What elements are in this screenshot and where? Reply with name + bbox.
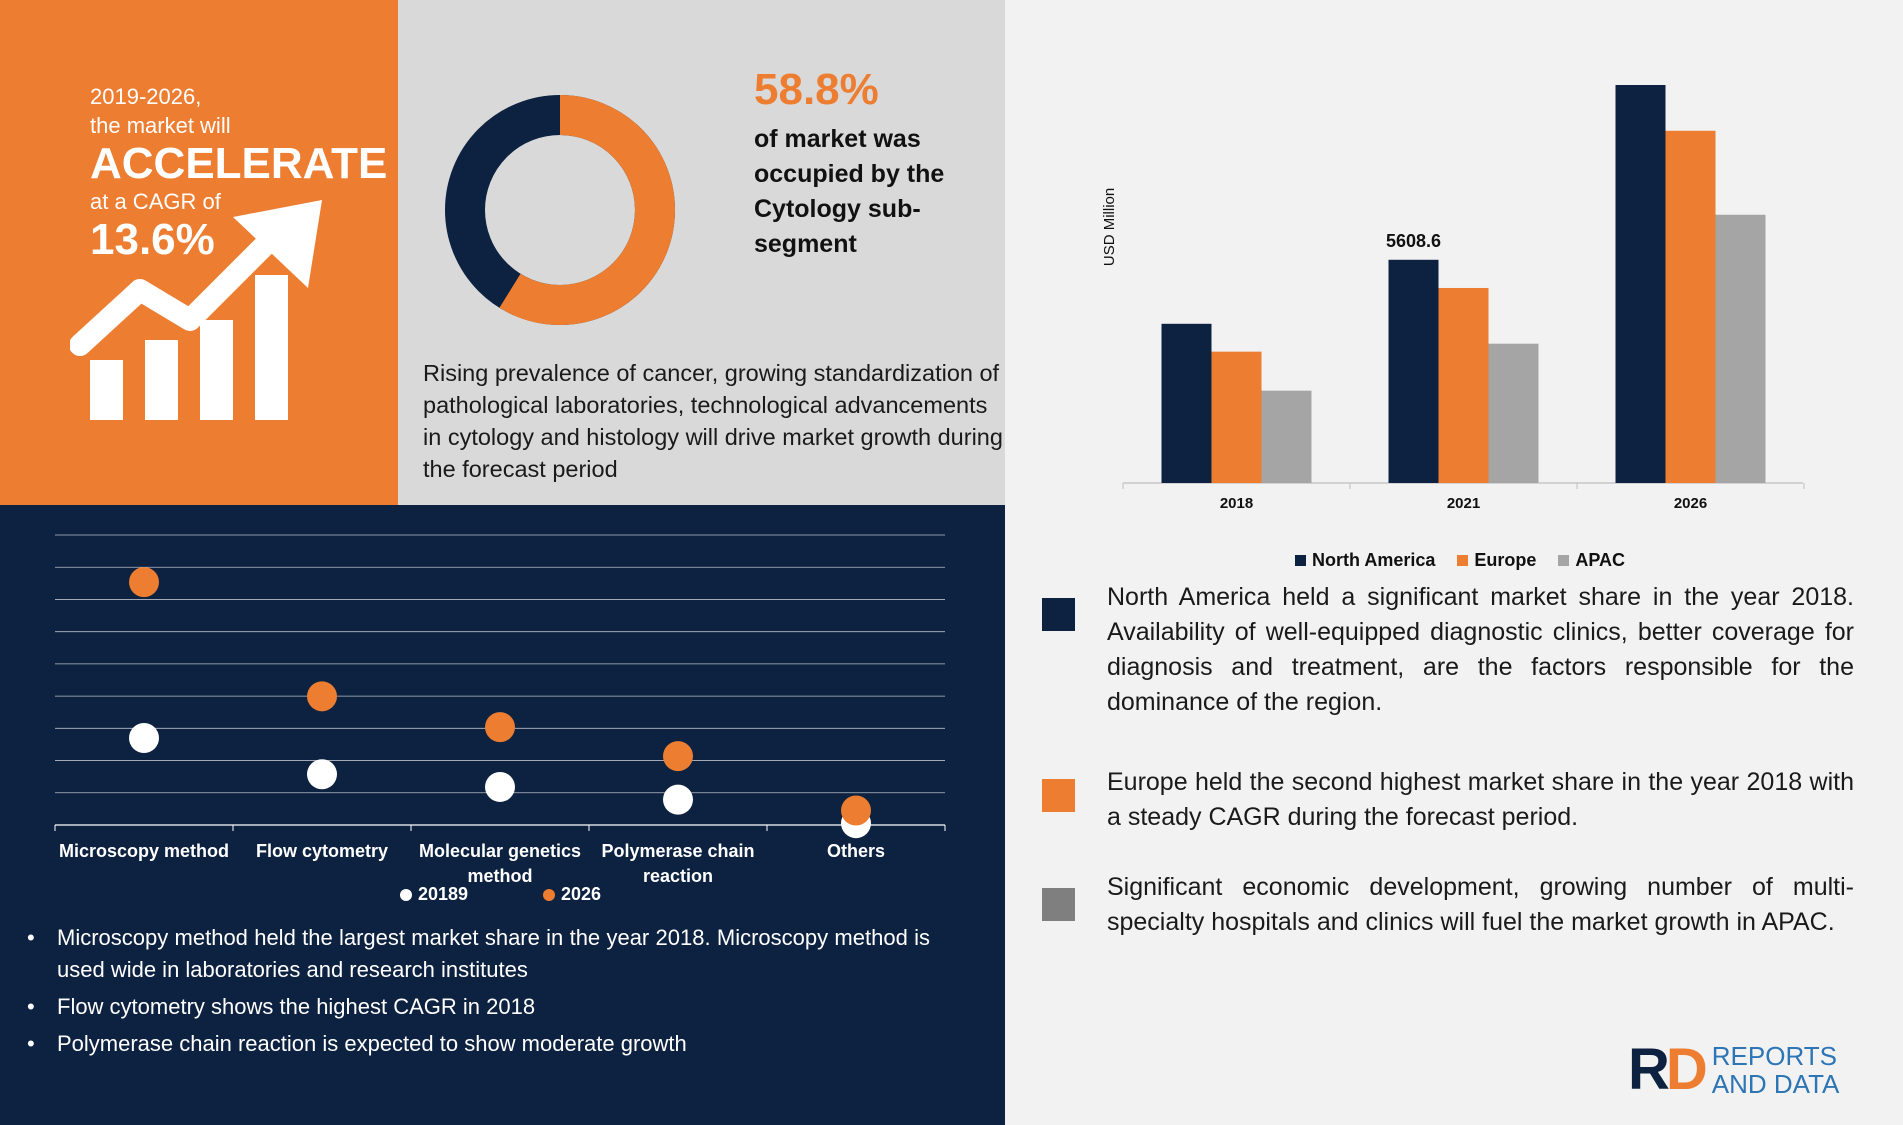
legend-2018-swatch	[400, 888, 412, 901]
logo-wordmark: REPORTS AND DATA	[1712, 1042, 1840, 1098]
region-north-america-text: North America held a significant market …	[1107, 583, 1854, 716]
logo-mark: RD	[1628, 1041, 1708, 1099]
x-tick-label: 2026	[1674, 495, 1707, 512]
legend-2018-label: 20189	[418, 884, 469, 904]
region-apac: Significant economic development, growin…	[1042, 870, 1854, 940]
legend-2026: 2026	[543, 884, 601, 905]
bar-chart-legend: North America Europe APAC	[1295, 550, 1625, 571]
x-tick-label: Molecular genetics method	[419, 841, 581, 886]
logo-letter-d: D	[1665, 1037, 1708, 1102]
point-2018	[129, 723, 159, 753]
legend-swatch	[1457, 555, 1469, 566]
data-label: 5608.6	[1386, 231, 1441, 251]
cagr-value: 13.6%	[90, 215, 215, 264]
legend-label: APAC	[1575, 550, 1626, 570]
point-2018	[663, 784, 693, 815]
cagr-headline: ACCELERATE	[90, 139, 388, 188]
point-2026	[485, 712, 515, 743]
y-axis-title: USD Million	[1101, 188, 1118, 266]
bullet-item: Flow cytometry shows the highest CAGR in…	[25, 991, 930, 1023]
bar-apac	[1488, 343, 1539, 483]
growth-drivers-text: Rising prevalence of cancer, growing sta…	[423, 360, 1003, 482]
bar-north-america	[1615, 85, 1666, 483]
donut-cytology-segment	[445, 95, 675, 325]
logo-line-2: AND DATA	[1711, 1069, 1840, 1099]
point-2018	[485, 771, 515, 802]
legend-north-america: North America	[1295, 550, 1435, 571]
growth-chart-icon	[70, 200, 322, 420]
region-apac-swatch	[1042, 888, 1075, 921]
legend-2018: 20189	[400, 884, 468, 905]
logo-letter-r: R	[1628, 1037, 1670, 1102]
legend-apac: APAC	[1558, 550, 1625, 571]
cagr-intro: the market will	[90, 113, 231, 138]
regional-panel	[1005, 0, 1903, 1125]
legend-swatch	[1295, 555, 1306, 566]
region-apac-text: Significant economic development, growin…	[1107, 873, 1854, 936]
bar-europe	[1665, 130, 1716, 483]
x-tick-label: 2018	[1220, 495, 1253, 512]
bar-north-america	[1388, 259, 1439, 483]
regional-bar-chart: USD Million 2018 2021 2026 5608.6	[1101, 85, 1805, 512]
legend-swatch	[1558, 555, 1570, 566]
point-2026	[663, 741, 693, 772]
reports-and-data-logo: RD REPORTS AND DATA	[1628, 1041, 1840, 1099]
point-2026	[129, 567, 159, 598]
cagr-panel: 2019-2026, the market will ACCELERATE at…	[0, 0, 398, 505]
logo-line-1: REPORTS	[1711, 1041, 1837, 1071]
legend-2026-swatch	[543, 888, 555, 901]
region-north-america-swatch	[1042, 598, 1075, 631]
bar-apac	[1715, 214, 1766, 484]
bar-north-america	[1161, 323, 1212, 483]
region-europe-text: Europe held the second highest market sh…	[1107, 768, 1854, 831]
region-europe-swatch	[1042, 779, 1075, 812]
methods-scatter-chart: Microscopy method Flow cytometry Molecular…	[54, 534, 946, 886]
legend-label: Europe	[1474, 550, 1537, 570]
point-2026	[841, 795, 871, 826]
bullet-item: Microscopy method held the largest marke…	[25, 922, 930, 986]
bar-europe	[1211, 351, 1262, 483]
region-europe: Europe held the second highest market sh…	[1042, 765, 1854, 835]
legend-2026-label: 2026	[561, 884, 602, 904]
legend-label: North America	[1312, 550, 1436, 570]
bullet-item: Polymerase chain reaction is expected to…	[25, 1028, 930, 1060]
x-tick-label: Others	[827, 841, 885, 861]
cytology-share-percent: 58.8%	[754, 65, 879, 114]
methods-bullet-list: Microscopy method held the largest marke…	[25, 922, 930, 1065]
x-tick-label: Microscopy method	[59, 841, 229, 861]
legend-europe: Europe	[1457, 550, 1536, 571]
bar-europe	[1438, 287, 1489, 483]
x-tick-label: Flow cytometry	[256, 841, 388, 861]
point-2026	[307, 681, 337, 712]
region-north-america: North America held a significant market …	[1042, 580, 1854, 720]
cagr-label: at a CAGR of	[90, 189, 221, 214]
cagr-period: 2019-2026,	[90, 84, 202, 109]
x-tick-label: 2021	[1447, 495, 1480, 512]
cytology-donut-chart	[445, 95, 675, 325]
x-tick-label: Polymerase chain reaction	[601, 841, 754, 886]
point-2018	[307, 759, 337, 790]
bar-apac	[1261, 390, 1312, 483]
cytology-share-description: of market was occupied by the Cytology s…	[754, 125, 945, 258]
cytology-panel	[398, 0, 1005, 505]
